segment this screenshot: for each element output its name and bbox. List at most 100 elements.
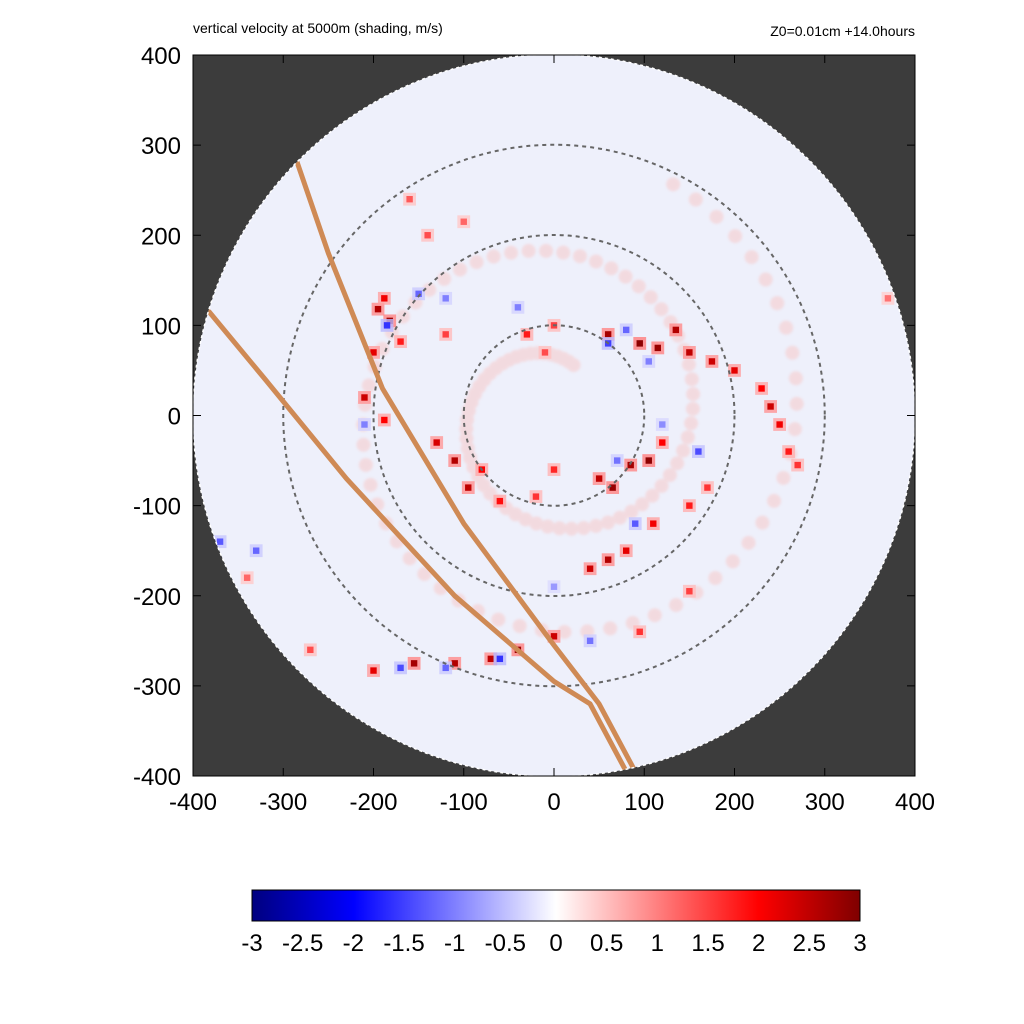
downdraft-cell — [493, 652, 507, 666]
updraft-cell — [881, 291, 895, 305]
x-tick-label: 0 — [547, 789, 560, 816]
model-domain-disk — [193, 54, 915, 777]
downdraft-cell — [628, 517, 642, 531]
colorbar-tick-label: 1.5 — [691, 930, 724, 957]
updraft-cell — [371, 302, 385, 316]
y-tick-label: -100 — [133, 494, 181, 521]
colorbar-tick-label: 0 — [549, 930, 562, 957]
updraft-cell — [493, 494, 507, 508]
updraft-cell — [601, 553, 615, 567]
updraft-cell — [633, 625, 647, 639]
updraft-cell — [669, 323, 683, 337]
x-tick-label: -100 — [440, 789, 488, 816]
updraft-cell — [682, 346, 696, 359]
downdraft-cell — [412, 287, 426, 301]
updraft-cell — [377, 291, 391, 305]
updraft-cell — [764, 400, 777, 413]
downdraft-cell — [439, 661, 453, 675]
updraft-cell — [705, 355, 719, 368]
updraft-cell — [421, 228, 435, 242]
storm-track — [294, 158, 638, 774]
updraft-cell — [303, 643, 317, 657]
colorbar-tick-label: 2 — [752, 930, 765, 957]
updraft-cell — [439, 327, 453, 341]
updraft-cell — [367, 664, 380, 677]
range-ring — [282, 143, 826, 688]
downdraft-cell — [358, 418, 371, 431]
x-tick-label: 100 — [624, 789, 664, 816]
updraft-cell — [430, 436, 444, 449]
updraft-cell — [646, 517, 660, 531]
updraft-cell — [651, 341, 665, 355]
downdraft-cell — [547, 580, 561, 594]
plot-area: -400 -300 -200 -100 0 100 200 300 400 400 300 200 1… — [133, 43, 935, 816]
y-tick-label: -200 — [133, 584, 181, 611]
colorbar-tick-label: -0.5 — [485, 930, 526, 957]
storm-track — [206, 309, 629, 774]
updraft-cell — [583, 562, 597, 576]
updraft-cell — [606, 481, 620, 494]
range-ring — [462, 324, 646, 507]
updraft-cell — [547, 463, 561, 476]
x-tick-label: -300 — [259, 789, 307, 816]
downdraft-cell — [692, 445, 705, 458]
updraft-cell — [682, 499, 696, 513]
x-tick-label: 400 — [895, 789, 935, 816]
y-tick-label: 300 — [141, 133, 181, 160]
updraft-cell — [448, 454, 462, 467]
updraft-cell — [461, 481, 475, 494]
colorbar-tick-label: -1 — [444, 930, 465, 957]
updraft-cell — [728, 364, 741, 377]
y-tick-label: -300 — [133, 674, 181, 701]
updraft-cell — [407, 656, 421, 670]
range-ring — [372, 234, 736, 597]
updraft-cell — [642, 454, 656, 467]
colorbar-tick-label: 2.5 — [793, 930, 826, 957]
updraft-cell — [403, 192, 416, 206]
downdraft-cell — [439, 291, 453, 305]
updraft-cell — [377, 413, 391, 427]
updraft-cell — [457, 215, 471, 229]
updraft-cell — [358, 391, 371, 404]
downdraft-cell — [642, 355, 656, 368]
velocity-field-layer — [213, 177, 895, 677]
downdraft-cell — [380, 318, 394, 332]
y-tick-label: 400 — [141, 43, 181, 70]
y-tick-label: -400 — [133, 764, 181, 791]
updraft-cell — [773, 418, 787, 431]
downdraft-cell — [249, 544, 263, 558]
updraft-cell — [701, 481, 714, 494]
colorbar-ramp — [251, 889, 861, 922]
updraft-cell — [655, 436, 669, 449]
updraft-cell — [592, 472, 606, 485]
downdraft-cell — [619, 323, 633, 337]
colorbar: -3 -2.5 -2 -1.5 -1 -0.5 0 0.5 1 1.5 2 2.5 3 — [241, 889, 867, 957]
downdraft-cell — [394, 661, 407, 675]
colorbar-tick-label: 0.5 — [590, 930, 623, 957]
colorbar-tick-label: -2.5 — [282, 930, 323, 957]
y-tick-label: 0 — [168, 404, 181, 431]
updraft-cell — [240, 571, 254, 585]
x-axis: -400 -300 -200 -100 0 100 200 300 400 — [169, 55, 935, 816]
x-tick-label: -200 — [349, 789, 397, 816]
x-tick-label: -400 — [169, 789, 217, 816]
updraft-cell — [529, 490, 543, 504]
downdraft-cell — [610, 454, 624, 467]
downdraft-cell — [655, 418, 669, 431]
updraft-cell — [682, 584, 696, 598]
updraft-cell — [538, 346, 552, 359]
y-axis: 400 300 200 100 0 -100 -200 -300 -400 — [133, 43, 915, 791]
plot-title: vertical velocity at 5000m (shading, m/s… — [193, 20, 443, 36]
updraft-cell — [394, 335, 407, 348]
y-tick-label: 100 — [141, 313, 181, 340]
x-tick-label: 300 — [805, 789, 845, 816]
downdraft-cell — [583, 634, 597, 648]
updraft-cell — [619, 544, 633, 558]
colorbar-ticks: -3 -2.5 -2 -1.5 -1 -0.5 0 0.5 1 1.5 2 2.5 3 — [241, 930, 866, 957]
colorbar-tick-label: -1.5 — [383, 930, 424, 957]
updraft-cell — [755, 382, 768, 395]
x-tick-label: 200 — [714, 789, 754, 816]
colorbar-tick-label: 3 — [853, 930, 866, 957]
run-annotation: Z0=0.01cm +14.0hours — [770, 23, 915, 39]
